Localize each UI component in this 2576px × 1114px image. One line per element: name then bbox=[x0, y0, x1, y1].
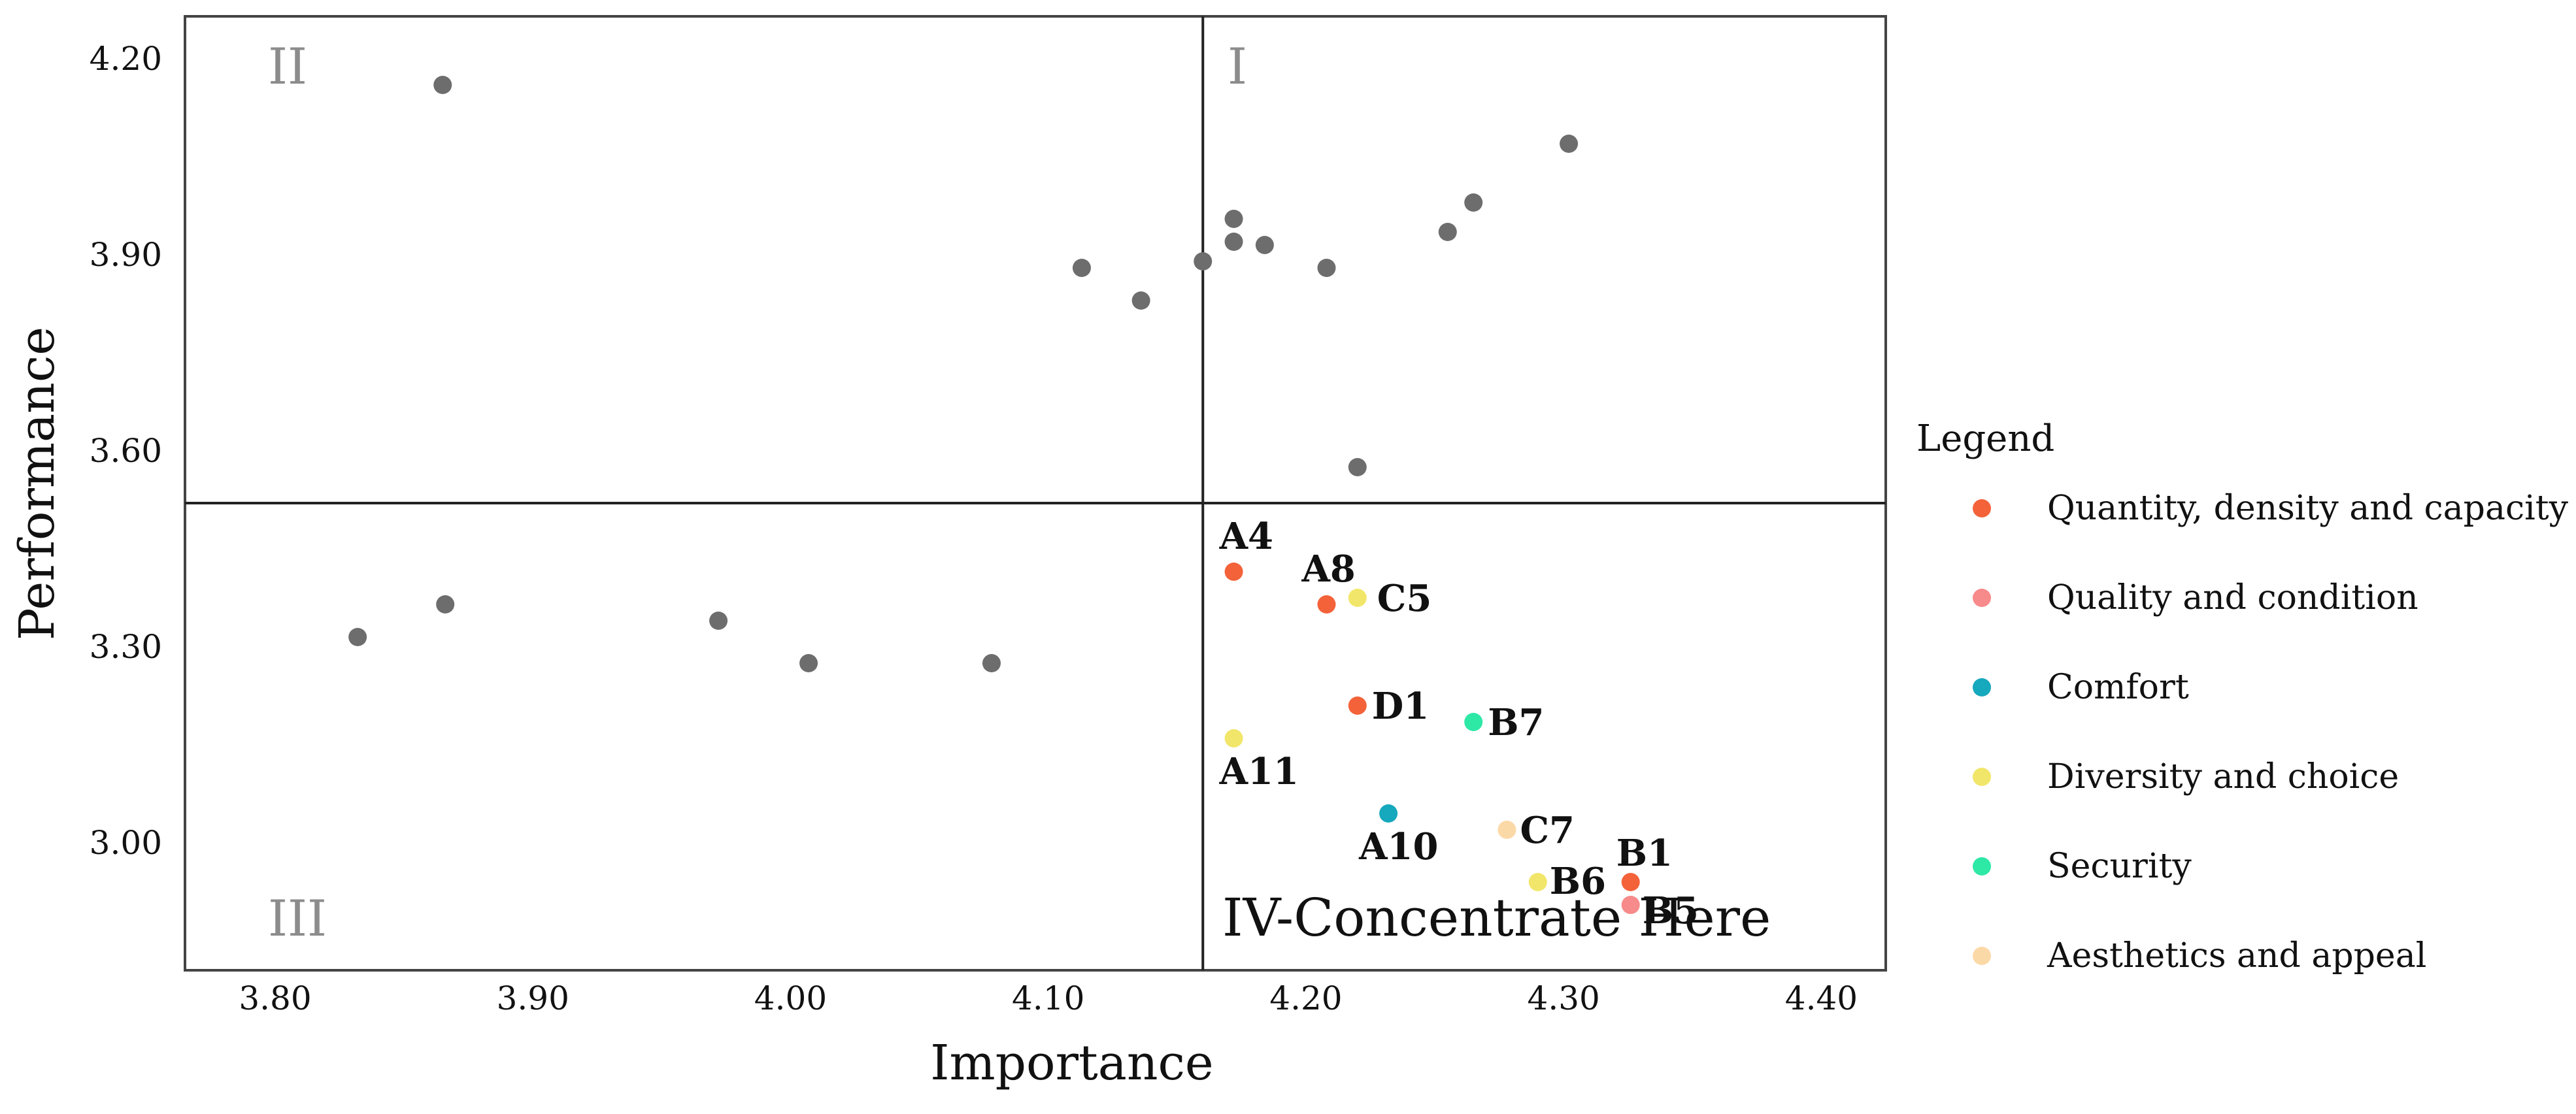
quadrant-label-iv: IV-Concentrate Here bbox=[1222, 887, 1771, 948]
y-tick-label: 4.20 bbox=[90, 40, 162, 78]
scatter-point bbox=[1464, 193, 1483, 212]
scatter-point-c7 bbox=[1497, 821, 1516, 839]
legend-label: Aesthetics and appeal bbox=[2047, 936, 2426, 975]
legend-label: Quality and condition bbox=[2047, 578, 2418, 617]
y-tick-label: 3.00 bbox=[90, 824, 162, 862]
x-tick-label: 4.20 bbox=[1269, 979, 1342, 1017]
point-label-a10: A10 bbox=[1358, 825, 1438, 868]
data-points bbox=[348, 76, 1640, 914]
point-label-b5: B5 bbox=[1643, 889, 1699, 932]
x-tick-label: 4.40 bbox=[1785, 979, 1858, 1017]
scatter-point bbox=[1438, 223, 1457, 241]
legend-marker bbox=[1973, 947, 1991, 965]
point-label-a4: A4 bbox=[1219, 515, 1273, 558]
y-axis-title: Performance bbox=[9, 327, 65, 640]
legend-label: Diversity and choice bbox=[2047, 757, 2399, 796]
scatter-point bbox=[1560, 135, 1579, 153]
x-tick-label: 4.30 bbox=[1528, 979, 1600, 1017]
x-axis-title: Importance bbox=[930, 1035, 1213, 1091]
quadrant-label-iii: III bbox=[268, 889, 327, 947]
scatter-point bbox=[1255, 236, 1274, 254]
scatter-point-a11 bbox=[1224, 729, 1243, 747]
scatter-point bbox=[1317, 259, 1336, 277]
quadrant-label-i: I bbox=[1228, 37, 1247, 95]
x-tick-label: 4.00 bbox=[754, 979, 827, 1017]
scatter-point-b5 bbox=[1621, 896, 1640, 914]
scatter-point-a4 bbox=[1224, 563, 1243, 581]
scatter-point-a10 bbox=[1379, 804, 1398, 823]
axis-ticks: 3.80 3.90 4.00 4.10 4.20 4.30 4.40 3.00 3.30 3.60… bbox=[90, 40, 1858, 1017]
scatter-point bbox=[433, 76, 452, 94]
point-label-c5: C5 bbox=[1377, 577, 1432, 620]
scatter-point-b7 bbox=[1464, 713, 1483, 731]
point-label-a8: A8 bbox=[1301, 548, 1355, 591]
point-label-a11: A11 bbox=[1219, 750, 1299, 793]
y-tick-label: 3.90 bbox=[90, 236, 162, 274]
scatter-point bbox=[1194, 252, 1213, 270]
scatter-point-a8 bbox=[1317, 595, 1336, 614]
plot-frame bbox=[184, 15, 1887, 972]
scatter-point bbox=[1224, 233, 1243, 251]
scatter-point-b1 bbox=[1621, 873, 1640, 891]
scatter-point bbox=[1348, 458, 1367, 476]
legend-items: Quantity, density and capacity Quality an… bbox=[1973, 489, 2569, 975]
point-label-b1: B1 bbox=[1616, 832, 1673, 875]
scatter-point-c5 bbox=[1348, 589, 1367, 607]
point-label-b6: B6 bbox=[1550, 860, 1606, 903]
legend-label: Security bbox=[2047, 847, 2192, 886]
point-label-d1: D1 bbox=[1372, 685, 1430, 728]
legend: Legend Quantity, density and capacityQua… bbox=[1916, 418, 2569, 975]
scatter-point bbox=[982, 654, 1001, 672]
scatter-point bbox=[1224, 210, 1243, 228]
scatter-point bbox=[1072, 259, 1091, 277]
scatter-point-d1 bbox=[1348, 696, 1367, 715]
point-label-b7: B7 bbox=[1488, 701, 1544, 744]
legend-marker bbox=[1973, 857, 1991, 876]
legend-marker bbox=[1973, 678, 1991, 696]
legend-title: Legend bbox=[1916, 418, 2054, 460]
scatter-point bbox=[1131, 291, 1150, 310]
y-tick-label: 3.60 bbox=[90, 432, 162, 470]
x-tick-label: 4.10 bbox=[1012, 979, 1084, 1017]
x-tick-label: 3.90 bbox=[497, 979, 569, 1017]
y-tick-label: 3.30 bbox=[90, 628, 162, 666]
scatter-point bbox=[799, 654, 818, 672]
scatter-point-b6 bbox=[1528, 873, 1547, 891]
legend-marker bbox=[1973, 589, 1991, 607]
legend-marker bbox=[1973, 499, 1991, 517]
legend-marker bbox=[1973, 768, 1991, 786]
scatter-point bbox=[348, 628, 367, 646]
legend-label: Quantity, density and capacity bbox=[2047, 489, 2569, 528]
scatter-point bbox=[436, 595, 455, 614]
legend-label: Comfort bbox=[2047, 668, 2189, 707]
x-tick-label: 3.80 bbox=[239, 979, 311, 1017]
scatter-point bbox=[709, 612, 728, 630]
point-label-c7: C7 bbox=[1520, 809, 1575, 852]
quadrant-label-ii: II bbox=[268, 37, 307, 95]
